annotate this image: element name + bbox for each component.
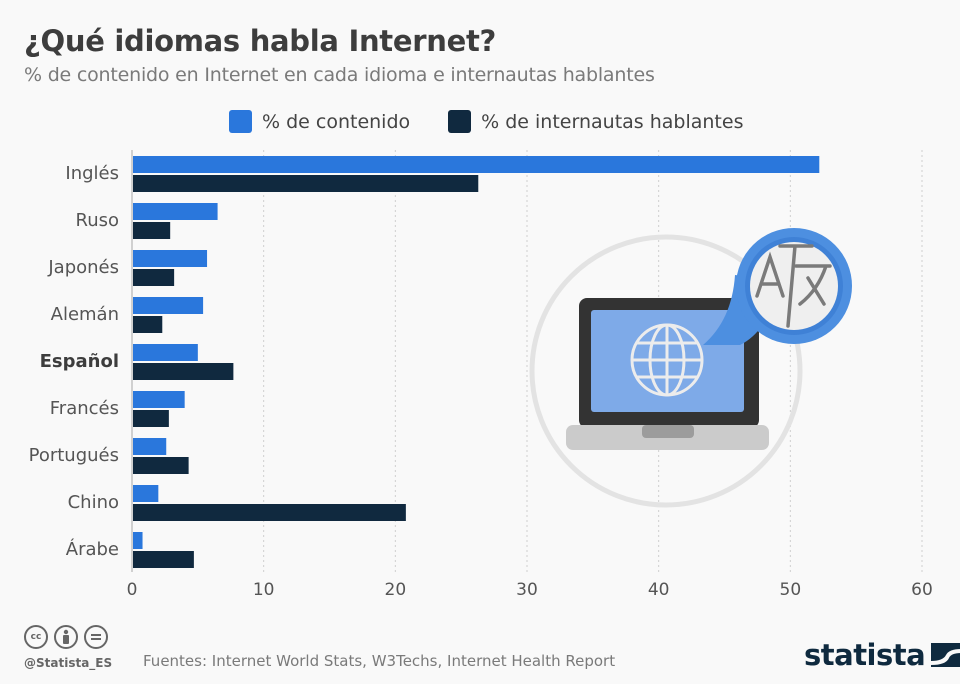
legend-swatch-users	[448, 110, 472, 133]
bar-content	[132, 485, 159, 502]
category-label: Español	[40, 351, 119, 372]
legend-swatch-content	[229, 110, 252, 133]
category-label: Francés	[50, 398, 119, 419]
cc-icon: cc	[24, 625, 48, 649]
bar-users	[132, 551, 194, 568]
statista-handle: @Statista_ES	[24, 656, 113, 670]
x-tick-label: 40	[648, 580, 670, 600]
nd-icon	[84, 625, 108, 649]
x-axis-tick-labels: 0 10 20 30 40 50 60	[127, 580, 933, 600]
bar-users	[132, 457, 189, 474]
statista-logo-icon	[931, 643, 960, 667]
laptop-icon	[566, 298, 769, 450]
category-label: Árabe	[66, 538, 119, 560]
category-label: Portugués	[29, 445, 119, 466]
category-label: Inglés	[65, 163, 119, 184]
bar-content	[132, 532, 143, 549]
bar-content	[132, 297, 204, 314]
bars	[132, 156, 820, 568]
statista-logo[interactable]: statista	[804, 638, 960, 672]
illustration-circle	[529, 234, 803, 508]
chart-subtitle: % de contenido en Internet en cada idiom…	[24, 64, 655, 86]
x-tick-label: 50	[780, 580, 802, 600]
bar-users	[132, 363, 234, 380]
category-label: Chino	[68, 492, 119, 513]
legend-item-content: % de contenido	[229, 110, 410, 133]
x-tick-label: 0	[127, 580, 138, 600]
bar-content	[132, 391, 185, 408]
x-tick-label: 10	[253, 580, 275, 600]
x-tick-label: 20	[385, 580, 407, 600]
illustration	[529, 228, 852, 508]
category-label: Ruso	[76, 210, 120, 231]
statista-logo-text: statista	[804, 638, 926, 672]
by-icon	[54, 625, 78, 649]
chart-title: ¿Qué idiomas habla Internet?	[24, 24, 497, 58]
bar-users	[132, 175, 479, 192]
source-text: Fuentes: Internet World Stats, W3Techs, …	[143, 652, 616, 670]
bar-users	[132, 269, 175, 286]
legend-label-content: % de contenido	[262, 110, 411, 133]
category-labels: Inglés Ruso Japonés Alemán Español Francés Por…	[29, 163, 119, 560]
bar-content	[132, 156, 820, 173]
bar-content	[132, 203, 218, 220]
bar-users	[132, 316, 163, 333]
bar-content	[132, 344, 198, 361]
legend-label-users: % de internautas hablantes	[481, 110, 744, 133]
x-tick-label: 60	[911, 580, 933, 600]
bar-users	[132, 222, 171, 239]
x-tick-label: 30	[516, 580, 538, 600]
translate-icon	[755, 244, 832, 328]
translate-bubble-icon	[703, 228, 852, 345]
bar-content	[132, 250, 208, 267]
legend: % de contenido % de internautas hablante…	[229, 110, 781, 133]
category-label: Japonés	[47, 257, 119, 278]
bar-users	[132, 410, 169, 427]
category-label: Alemán	[51, 304, 119, 325]
bar-users	[132, 504, 406, 521]
globe-icon	[630, 323, 704, 397]
license-icons: cc	[24, 625, 114, 649]
bar-content	[132, 438, 167, 455]
legend-item-users: % de internautas hablantes	[448, 110, 743, 133]
